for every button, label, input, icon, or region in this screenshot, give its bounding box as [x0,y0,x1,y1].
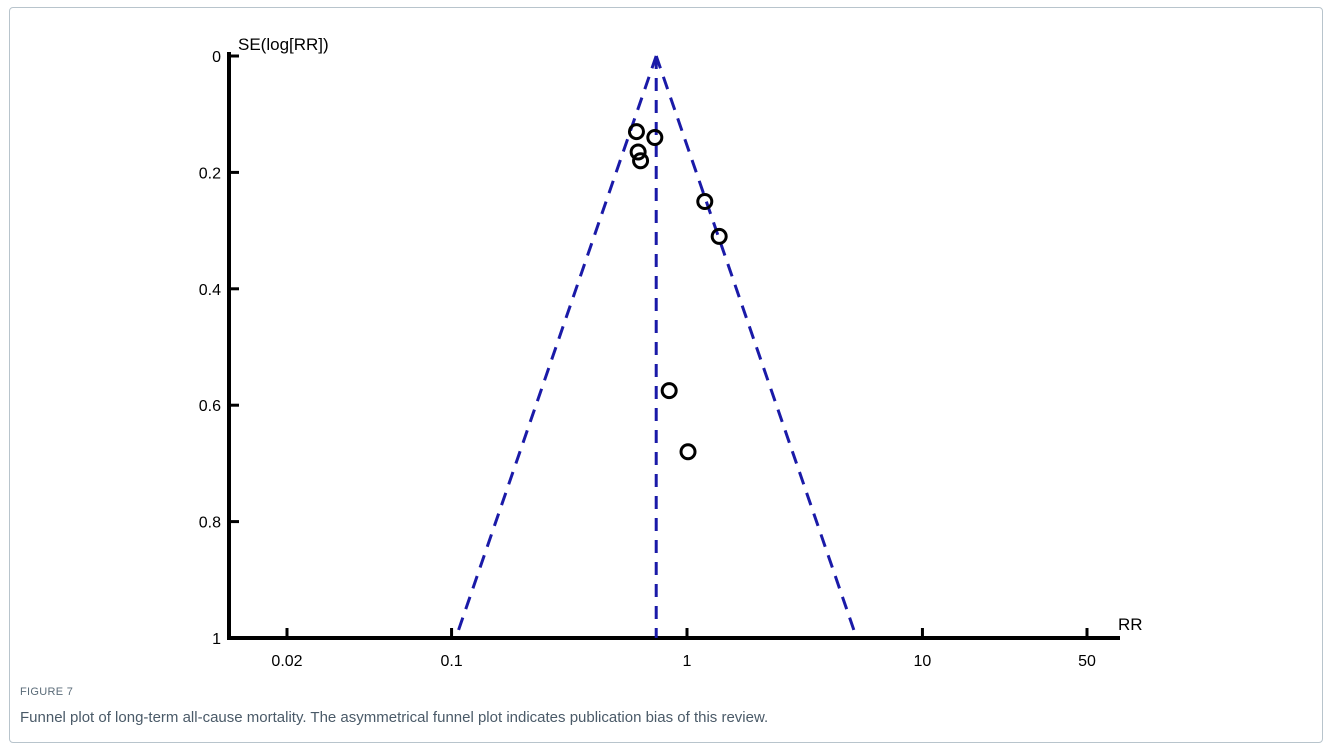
x-tick-label: 10 [914,653,932,670]
study-point [646,128,664,146]
y-tick-label: 0.8 [199,515,221,532]
y-tick-label: 0 [212,49,221,66]
x-tick-label: 50 [1078,653,1096,670]
study-point [660,382,678,400]
figure-frame: SE(log[RR]) RR 0 0.2 0.4 0.6 0.8 1 0.02 0.1 1 10 5… [9,7,1323,743]
study-point [696,193,714,210]
study-point [679,443,697,461]
study-point [629,143,647,161]
funnel-layer [454,55,859,639]
y-tick-label: 0.2 [199,165,221,182]
funnel-left-limit [454,55,658,639]
study-point [632,152,650,170]
study-point [627,123,645,141]
x-tick-label: 0.02 [271,653,302,670]
x-axis-label: RR [1118,615,1143,634]
y-axis-label: SE(log[RR]) [238,35,329,54]
y-tick-label: 0.6 [199,398,221,415]
funnel-plot: SE(log[RR]) RR 0 0.2 0.4 0.6 0.8 1 0.02 0.1 1 10 5… [199,35,1143,670]
funnel-right-limit [654,55,859,639]
ticks-layer: 0 0.2 0.4 0.6 0.8 1 0.02 0.1 1 10 50 [199,49,1096,670]
figure-label: FIGURE 7 [20,686,74,698]
axes-layer: SE(log[RR]) RR [227,35,1143,640]
points-layer [627,123,728,461]
study-point [710,227,728,245]
x-tick-label: 0.1 [440,653,462,670]
figure-caption: Funnel plot of long-term all-cause morta… [20,709,769,726]
y-tick-label: 0.4 [199,282,221,299]
x-tick-label: 1 [683,653,692,670]
y-tick-label: 1 [212,631,221,648]
